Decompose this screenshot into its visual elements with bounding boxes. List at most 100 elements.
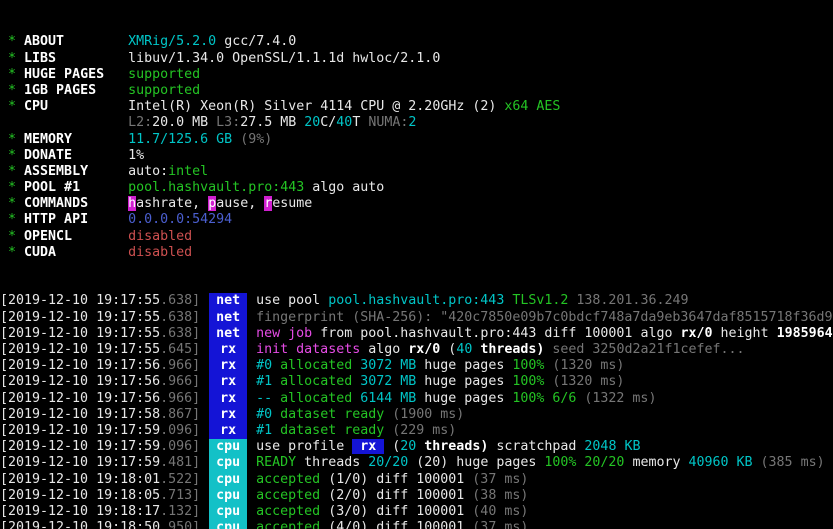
banner-row: * ASSEMBLY auto:intel (0, 164, 833, 180)
log-gap (247, 293, 256, 309)
banner-row-value: auto: (128, 163, 169, 179)
bullet-star-icon: * (0, 244, 25, 260)
log-line: [2019-12-10 19:18:05.713] cpu accepted (… (0, 487, 833, 504)
log-line: [2019-12-10 19:18:17.132] cpu accepted (… (0, 503, 833, 521)
log-gap (200, 293, 209, 309)
log-gap (200, 472, 209, 488)
log-message-segment: 138.201.36.249 (568, 293, 689, 309)
log-timestamp: [2019-12-10 19:18:50 (0, 520, 161, 529)
banner-row: * DONATE 1% (0, 148, 833, 164)
log-gap (200, 488, 209, 504)
log-message-segment: 100% (512, 374, 545, 390)
log-line: [2019-12-10 19:17:55.638] net fingerprin… (0, 309, 833, 326)
log-gap (200, 326, 209, 342)
banner-row-label: OPENCL (24, 228, 129, 244)
log-channel-badge-cpu: cpu (209, 520, 248, 529)
log-message-segment: (37 ms) (464, 520, 529, 529)
log-channel-badge-rx: rx (209, 422, 248, 440)
log-gap (200, 504, 209, 520)
bullet-star-icon: * (0, 196, 25, 212)
log-message-segment: memory (624, 455, 689, 471)
log-message-segment: TLSv1.2 (512, 293, 569, 309)
log-message-segment: allocated (272, 358, 361, 374)
log-message-segment: 2048 KB (584, 439, 641, 455)
banner-row-value: 40 (336, 115, 353, 131)
log-line: [2019-12-10 19:17:55.638] net new job fr… (0, 325, 833, 342)
log-message-segment: (1900 ms) (384, 406, 465, 422)
log-timestamp-millis: .132] (160, 503, 201, 519)
log-line: [2019-12-10 19:18:50.950] cpu accepted (… (0, 520, 833, 529)
xmrig-banner: * ABOUT XMRig/5.2.0 gcc/7.4.0 * LIBS lib… (0, 34, 833, 261)
log-gap (247, 358, 256, 374)
log-line: [2019-12-10 19:17:58.867] rx #0 dataset … (0, 406, 833, 423)
log-message-segment: -- (256, 390, 273, 406)
log-message-segment: 40960 KB (688, 455, 753, 471)
banner-row: * HUGE PAGES supported (0, 67, 833, 83)
bullet-star-icon: * (0, 82, 25, 98)
log-timestamp: [2019-12-10 19:17:55 (0, 342, 161, 357)
log-message-segment: height (712, 325, 777, 341)
log-message-segment: #0 (256, 358, 273, 374)
log-message-segment: 40 (456, 342, 473, 357)
log-channel-badge-rx: rx (209, 390, 248, 407)
banner-row-value: (9%) (232, 131, 273, 147)
log-timestamp: [2019-12-10 19:17:58 (0, 406, 161, 422)
log-channel-badge-cpu: cpu (209, 439, 248, 456)
banner-row-value: gcc/7.4.0 (224, 34, 297, 50)
banner-row: * ABOUT XMRig/5.2.0 gcc/7.4.0 (0, 34, 833, 50)
log-timestamp-millis: .645] (160, 342, 201, 357)
banner-row: * OPENCL disabled (0, 229, 833, 245)
log-message-segment: READY (256, 455, 297, 471)
banner-row: * MEMORY 11.7/125.6 GB (9%) (0, 132, 833, 148)
log-timestamp-millis: .966] (160, 374, 201, 390)
banner-row-value: algo auto (304, 180, 385, 196)
log-timestamp: [2019-12-10 19:17:56 (0, 358, 161, 374)
banner-row-value: h (128, 196, 137, 212)
banner-row-value: p (208, 196, 217, 212)
log-channel-badge-rx: rx (209, 406, 248, 423)
log-timestamp-millis: .481] (160, 455, 201, 471)
banner-row: L2:20.0 MB L3:27.5 MB 20C/40T NUMA:2 (0, 115, 833, 131)
log-timestamp-millis: .713] (160, 487, 201, 503)
log-channel-badge-cpu: cpu (209, 503, 248, 521)
bullet-star-icon: * (0, 228, 25, 244)
log-gap (247, 423, 256, 439)
banner-row-value: 1% (128, 147, 145, 163)
log-timestamp: [2019-12-10 19:17:59 (0, 422, 161, 438)
log-message-segment: (2/0) diff 100001 (320, 487, 465, 503)
log-gap (200, 358, 209, 374)
bullet-star-icon: * (0, 66, 25, 82)
log-gap (247, 407, 256, 423)
log-message-segment: rx (352, 439, 385, 455)
log-channel-badge-net: net (209, 293, 248, 310)
log-gap (247, 455, 256, 471)
banner-row-label: COMMANDS (24, 196, 129, 212)
log-timestamp-millis: .867] (160, 406, 201, 422)
banner-row-value: ashrate, (136, 196, 209, 212)
log-timestamp-millis: .638] (160, 309, 201, 325)
log-message-segment: 6144 MB (360, 390, 417, 406)
log-message-segment: threads) (416, 439, 489, 455)
banner-row-value: XMRig/5.2.0 (128, 34, 217, 50)
log-timestamp-millis: .638] (160, 293, 201, 309)
banner-row-value: pool.hashvault.pro:443 (128, 180, 305, 196)
log-message-segment: 100% 20/20 (544, 455, 625, 471)
bullet-star-icon: * (0, 212, 25, 228)
log-gap (200, 423, 209, 439)
log-message-segment: allocated (272, 390, 361, 406)
log-message-segment: new job (256, 325, 313, 341)
log-message-segment: algo (360, 342, 409, 357)
log-message-segment: seed 3250d2a21f1cefef... (544, 342, 745, 357)
log-timestamp-millis: .950] (160, 520, 201, 529)
log-gap (200, 455, 209, 471)
log-gap (247, 310, 256, 326)
banner-row-value: disabled (128, 228, 193, 244)
log-message-segment: (20) (408, 455, 449, 471)
banner-row-value: 0.0.0.0:54294 (128, 212, 233, 228)
banner-row-label: DONATE (24, 147, 129, 163)
banner-row-label: POOL #1 (24, 180, 129, 196)
log-message-segment: #1 (256, 422, 273, 438)
banner-row-value: 2 (408, 115, 417, 131)
log-message-segment: huge pages (416, 374, 513, 390)
